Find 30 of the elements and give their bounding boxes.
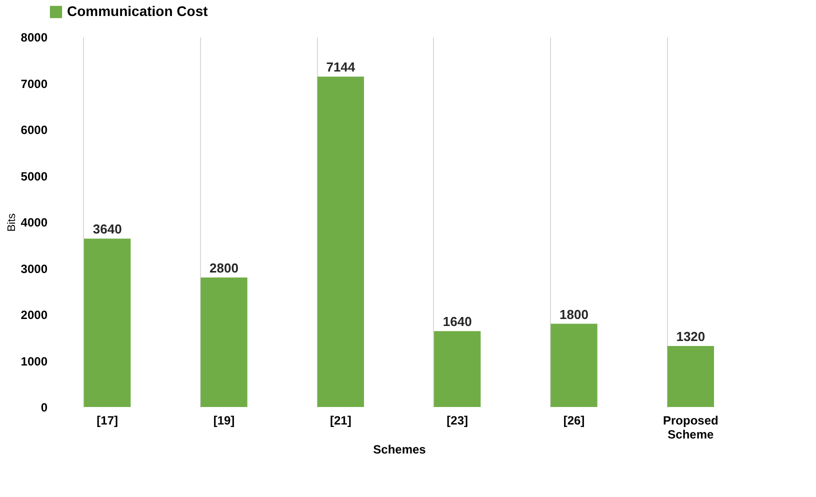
y-tick-label: 0 <box>40 400 48 414</box>
x-axis-title: Schemes <box>373 442 426 456</box>
y-tick-label: 1000 <box>20 354 48 368</box>
data-label: 1320 <box>676 328 706 344</box>
y-tick-label: 5000 <box>20 169 48 184</box>
y-tick-label: 8000 <box>20 30 48 44</box>
x-tick-label: [23] <box>446 414 468 428</box>
data-label: 7144 <box>326 60 356 75</box>
bar <box>434 331 481 407</box>
y-tick-label: 2000 <box>20 308 48 322</box>
x-tick-label: [21] <box>330 414 352 428</box>
bar <box>317 76 364 407</box>
data-label: 1640 <box>442 314 472 330</box>
bar <box>667 346 714 407</box>
x-tick-label: [19] <box>213 414 235 428</box>
y-tick-label: 3000 <box>20 262 48 276</box>
y-tick-label: 6000 <box>20 123 48 137</box>
bar <box>84 238 131 407</box>
bar <box>200 278 248 407</box>
data-label: 2800 <box>210 260 238 276</box>
bar <box>550 324 598 407</box>
y-tick-label: 4000 <box>20 216 48 230</box>
data-label: 1800 <box>560 306 588 322</box>
y-axis-title: Bits <box>6 212 18 232</box>
x-tick-label: Proposed Scheme <box>662 414 718 442</box>
legend-label: Communication Cost <box>67 3 208 19</box>
y-tick-label: 7000 <box>20 76 48 91</box>
x-tick-label: [26] <box>563 414 585 428</box>
x-tick-label: [17] <box>96 414 118 428</box>
data-label: 3640 <box>92 222 122 237</box>
